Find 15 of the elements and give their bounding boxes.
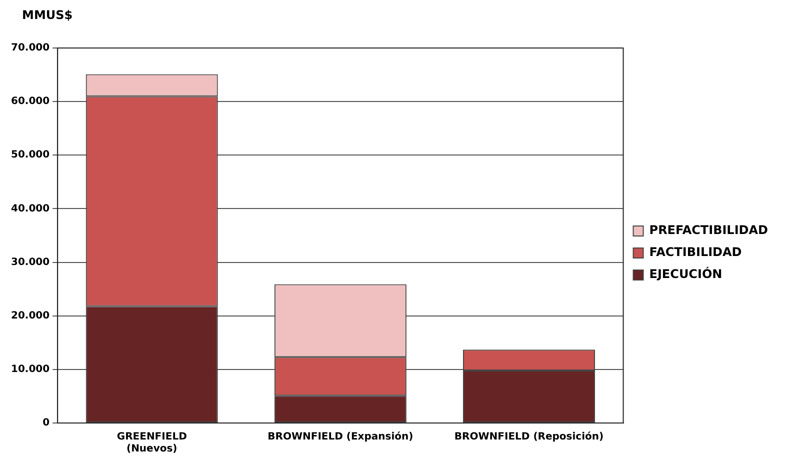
legend-label: FACTIBILIDAD <box>649 245 742 260</box>
y-tick-label: 20.000 <box>10 310 50 322</box>
y-tick-label: 40.000 <box>10 203 50 214</box>
y-tick-label: 60.000 <box>10 96 50 108</box>
y-tick-label: 50.000 <box>10 150 50 161</box>
legend-label: PREFACTIBILIDAD <box>649 223 768 238</box>
y-tick-label: 30.000 <box>10 256 50 268</box>
x-tick-label: BROWNFIELD (Expansión) <box>268 432 414 443</box>
legend-label: EJECUCIÓN <box>649 266 722 282</box>
y-tick-label: 10.000 <box>10 364 50 376</box>
y-tick-label: 70.000 <box>10 42 50 54</box>
x-tick-label: BROWNFIELD (Reposición) <box>454 432 604 443</box>
y-axis-title: MMUS$ <box>22 8 74 24</box>
x-tick-label: GREENFIELD (Nuevos) <box>116 432 187 455</box>
y-tick-label: 0 <box>42 418 50 429</box>
